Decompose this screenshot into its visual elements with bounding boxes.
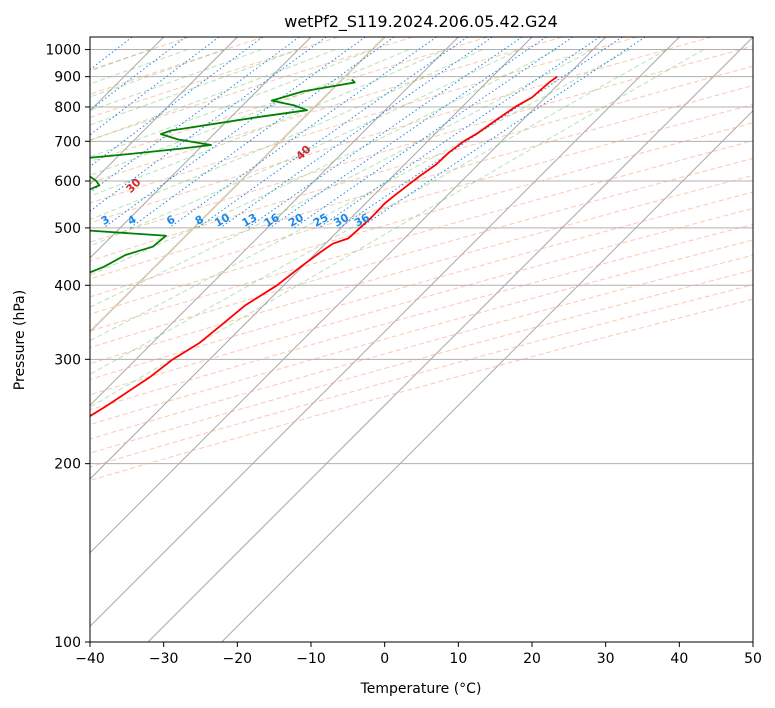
moist-adiabat	[90, 49, 446, 197]
dry-adiabat	[90, 239, 753, 426]
dry-adiabat	[90, 103, 753, 298]
mixing-ratio-line	[90, 37, 327, 212]
sounding-profiles	[90, 75, 558, 418]
mixing-ratio-line	[338, 37, 623, 229]
mixing-ratio-line	[220, 37, 493, 229]
axis-ticks: −40 −30 −20 −10 0 10 20 30 40 50 100 200 300 400 500 60…	[45, 43, 762, 667]
dry-adiabat	[90, 37, 712, 224]
moist-adiabat	[90, 49, 631, 342]
temperature-profile	[90, 75, 558, 418]
dry-adiabat	[90, 37, 488, 163]
mixing-ratio-line	[359, 37, 646, 229]
x-tick-label: 10	[449, 651, 467, 667]
moist-adiabat	[90, 49, 557, 276]
x-tick-label: 50	[744, 651, 762, 667]
chart-title: wetPf2_S119.2024.206.05.42.G24	[284, 12, 558, 32]
dry-adiabat	[90, 298, 753, 482]
x-tick-label: −20	[223, 651, 253, 667]
mixing-ratio-line	[197, 37, 468, 229]
isotherm-line	[90, 37, 459, 407]
reference-lines	[90, 37, 753, 642]
dry-adiabat	[90, 284, 753, 468]
plot-frame	[89, 36, 754, 643]
moist-adiabat	[90, 49, 483, 220]
mixing-ratio-line	[103, 37, 366, 229]
dry-adiabat	[90, 84, 753, 280]
mixing-ratio-line	[269, 37, 547, 229]
y-tick-label: 300	[54, 352, 81, 368]
x-tick-label: 20	[523, 651, 541, 667]
moist-adiabat	[90, 49, 668, 375]
dry-adiabat	[90, 37, 339, 118]
moist-adiabat	[90, 49, 704, 408]
dry-adiabat	[90, 223, 753, 411]
dry-adiabat	[90, 157, 753, 349]
y-tick-label: 800	[54, 100, 81, 116]
x-tick-label: 30	[597, 651, 615, 667]
isotherm-line	[147, 37, 753, 642]
y-tick-label: 200	[54, 457, 81, 473]
y-tick-label: 1000	[45, 43, 81, 59]
isotherm-line	[90, 37, 312, 259]
mixing-ratio-line	[90, 37, 220, 136]
y-tick-label: 100	[54, 635, 81, 651]
dry-adiabat	[90, 37, 563, 184]
y-tick-label: 900	[54, 70, 81, 86]
y-tick-label: 500	[54, 221, 81, 237]
isotherm-line	[90, 37, 386, 333]
x-tick-label: 0	[380, 651, 389, 667]
isotherm-line	[90, 37, 680, 628]
x-tick-label: −30	[149, 651, 179, 667]
dry-adiabat	[90, 254, 753, 440]
x-tick-label: 40	[670, 651, 688, 667]
dewpoint-profile	[90, 78, 356, 274]
dry-adiabat	[90, 65, 753, 262]
moist-adiabat	[90, 49, 373, 158]
isotherm-line	[90, 37, 238, 186]
isotherm-line	[90, 37, 607, 554]
moist-adiabat	[90, 49, 262, 112]
x-axis-label: Temperature (°C)	[360, 681, 482, 697]
dry-adiabat	[90, 269, 753, 454]
mixing-ratio-line	[129, 37, 395, 229]
moist-adiabat	[90, 49, 520, 247]
y-tick-label: 700	[54, 134, 81, 150]
x-tick-label: −40	[75, 651, 105, 667]
mixing-ratio-line	[168, 37, 437, 229]
moist-adiabat	[90, 49, 594, 308]
moist-adiabat	[90, 49, 299, 126]
y-axis-label: Pressure (hPa)	[12, 290, 28, 390]
dry-adiabat	[90, 122, 753, 315]
y-tick-label: 400	[54, 278, 81, 294]
y-tick-label: 600	[54, 174, 81, 190]
isotherm-line	[221, 109, 753, 642]
x-tick-label: −10	[296, 651, 326, 667]
